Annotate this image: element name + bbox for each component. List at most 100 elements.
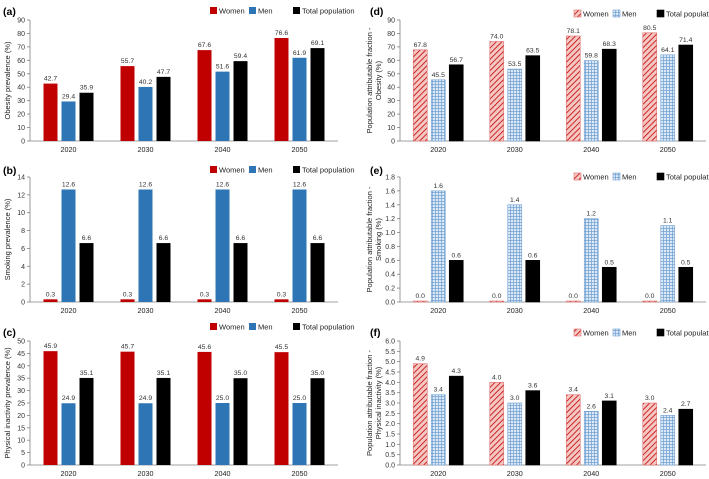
y-tick-label: 5.5	[385, 349, 395, 356]
y-tick-label: 0.8	[385, 244, 395, 251]
y-tick-label: 60	[387, 58, 395, 65]
panel-label: (b)	[3, 165, 16, 177]
data-label: 1.4	[510, 197, 520, 204]
data-label: 1.2	[587, 211, 597, 218]
x-tick-label: 2030	[138, 145, 154, 154]
bar-women-2030	[489, 41, 505, 142]
x-tick-label: 2020	[430, 145, 446, 154]
y-tick-label: 8	[21, 228, 25, 235]
bar-women-2020	[43, 351, 58, 465]
y-tick-label: 40	[387, 85, 395, 92]
y-tick-label: 1.8	[385, 175, 395, 182]
data-label: 0.6	[452, 252, 462, 259]
y-axis-title: Population attributable fraction -Smokin…	[365, 186, 383, 292]
legend-swatch-men	[249, 166, 256, 173]
data-label: 0.0	[645, 293, 655, 300]
data-label: 29.4	[62, 93, 75, 100]
bar-men-2050	[292, 403, 307, 465]
data-label: 0.3	[200, 291, 210, 298]
y-tick-label: 20	[387, 112, 395, 119]
data-label: 45.7	[121, 344, 134, 351]
data-label: 2.6	[587, 403, 597, 410]
legend-label: Total population	[302, 7, 355, 16]
y-tick-label: 50	[17, 339, 25, 346]
bar-women-2040	[565, 394, 581, 466]
data-label: 3.4	[434, 387, 444, 394]
data-label: 64.1	[661, 47, 674, 54]
panel-c: (c) 0 5 10 15 20 25 30 35 40 45 50 Physical inactivi…	[3, 323, 355, 479]
data-label: 53.5	[508, 61, 521, 68]
y-tick-label: 0	[21, 300, 25, 307]
bar-total-population-2050	[678, 408, 694, 466]
data-label: 0.0	[416, 293, 426, 300]
y-tick-label: 0.5	[385, 452, 395, 459]
bar-women-2030	[489, 300, 505, 303]
y-tick-label: 4.5	[385, 370, 395, 377]
y-tick-label: 1.4	[385, 202, 395, 209]
y-tick-label: 0.0	[385, 463, 395, 470]
bar-total-population-2040	[233, 243, 248, 302]
x-tick-label: 2020	[61, 469, 77, 478]
bar-total-population-2050	[310, 48, 325, 141]
legend-label: Total population	[666, 173, 709, 182]
data-label: 0.6	[528, 252, 538, 259]
y-tick-label: 0.0	[385, 300, 395, 307]
bar-women-2020	[412, 300, 428, 303]
y-tick-label: 10	[17, 125, 25, 132]
bar-men-2050	[660, 54, 676, 142]
y-tick-label: 4	[21, 264, 25, 271]
y-tick-label: 1.2	[385, 216, 395, 223]
legend-swatch-total-population	[293, 7, 300, 14]
bar-total-population-2030	[525, 390, 541, 466]
data-label: 2.4	[663, 407, 673, 414]
y-tick-label: 2.5	[385, 411, 395, 418]
x-tick-label: 2040	[215, 469, 231, 478]
bar-women-2040	[197, 351, 212, 465]
data-label: 24.9	[62, 395, 75, 402]
bar-men-2050	[660, 225, 676, 303]
data-label: 59.8	[585, 53, 598, 60]
data-label: 35.0	[234, 370, 247, 377]
bar-men-2030	[138, 86, 153, 141]
bar-women-2020	[412, 49, 428, 142]
data-label: 1.1	[663, 218, 673, 225]
data-label: 6.6	[82, 235, 92, 242]
bar-women-2030	[120, 66, 135, 141]
legend-label: Men	[622, 329, 637, 338]
x-tick-label: 2030	[507, 306, 523, 315]
y-tick-label: 30	[17, 98, 25, 105]
y-tick-label: 10	[17, 210, 25, 217]
y-tick-label: 6	[21, 246, 25, 253]
y-tick-label: 50	[17, 71, 25, 78]
x-tick-label: 2020	[61, 306, 77, 315]
legend-swatch-women	[573, 9, 582, 18]
y-tick-label: 10	[387, 125, 395, 132]
legend-label: Women	[583, 173, 609, 182]
bar-total-population-2020	[79, 243, 94, 302]
bar-women-2050	[274, 352, 289, 465]
legend-label: Women	[219, 323, 245, 332]
bar-women-2050	[274, 38, 289, 141]
bar-women-2030	[489, 382, 505, 466]
data-label: 63.5	[526, 48, 539, 55]
data-label: 45.6	[198, 344, 211, 351]
legend-swatch-women	[573, 172, 582, 181]
x-tick-label: 2040	[583, 469, 599, 478]
legend-label: Total population	[666, 10, 709, 19]
data-label: 67.8	[414, 42, 427, 49]
data-label: 35.9	[80, 85, 93, 92]
data-label: 4.0	[492, 374, 502, 381]
bar-total-population-2030	[156, 243, 171, 302]
data-label: 59.4	[234, 53, 247, 60]
y-tick-label: 80	[387, 31, 395, 38]
y-tick-label: 12	[17, 192, 25, 199]
y-axis-title: Population attributable fraction -Obesit…	[365, 27, 383, 133]
x-tick-label: 2040	[215, 306, 231, 315]
bar-women-2050	[642, 402, 658, 466]
legend-label: Women	[219, 166, 245, 175]
data-label: 76.6	[275, 30, 288, 37]
panel-e: (e) 0.0 0.2 0.4 0.6 0.8 1.0 1.2 1.4 1.6 1.8Populat…	[365, 165, 709, 315]
x-tick-label: 2040	[215, 145, 231, 154]
legend-swatch-women	[210, 166, 217, 173]
data-label: 0.3	[123, 291, 133, 298]
